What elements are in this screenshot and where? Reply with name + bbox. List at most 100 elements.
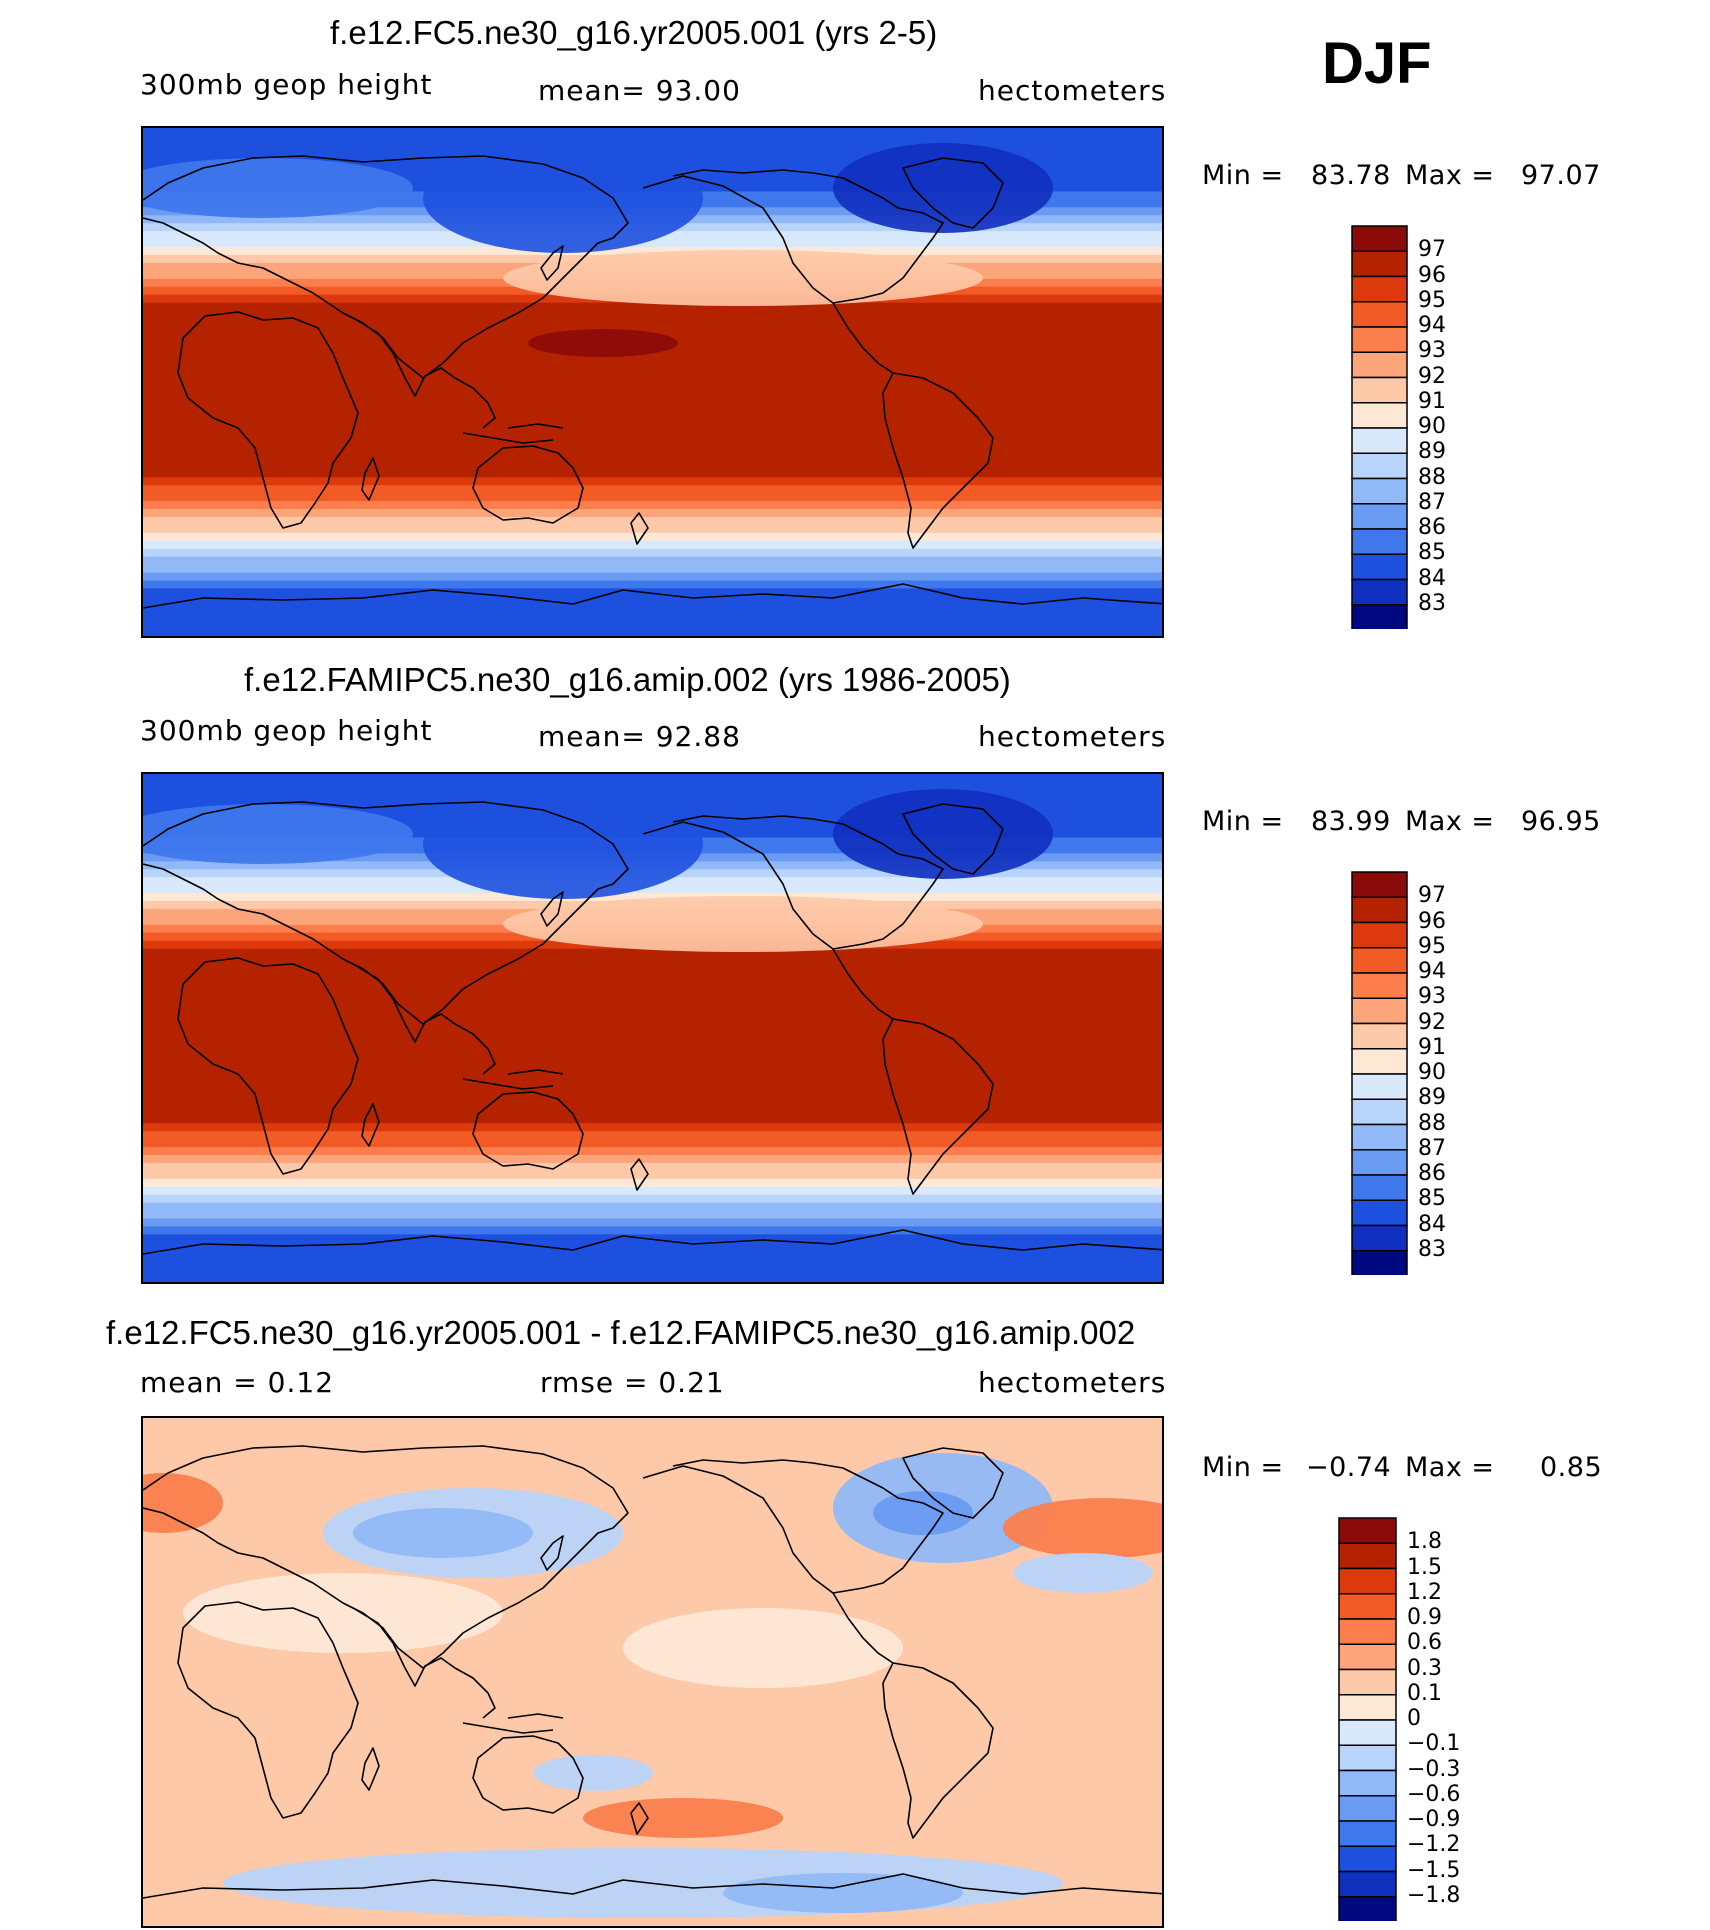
panel-2-title: f.e12.FAMIPC5.ne30_g16.amip.002 (yrs 198… <box>244 661 1011 698</box>
colorbar-tick-label: 85 <box>1418 1186 1446 1212</box>
contour-band <box>143 318 1162 328</box>
panel-3-min-label: Min = <box>1202 1452 1284 1483</box>
contour-band <box>143 540 1162 550</box>
colorbar-box <box>1351 1123 1408 1151</box>
contour-band <box>143 413 1162 423</box>
contour-band <box>143 972 1162 982</box>
colorbar-box <box>1351 326 1408 353</box>
colorbar-box <box>1338 1643 1397 1671</box>
colorbar-box <box>1351 1098 1408 1126</box>
colorbar-tick-label: 0 <box>1407 1706 1421 1731</box>
contour-band <box>143 604 1162 614</box>
panel-1-min-label: Min = <box>1202 160 1284 191</box>
colorbar-box <box>1351 578 1408 606</box>
map-canvas <box>143 1418 1162 1926</box>
colorbar-tick-label: 88 <box>1418 464 1446 490</box>
colorbar-tick-label: 83 <box>1418 1236 1446 1262</box>
season-label: DJF <box>1322 31 1432 96</box>
contour-band <box>143 405 1162 415</box>
contour-feature <box>143 804 413 864</box>
contour-feature <box>143 1473 223 1533</box>
colorbar-box <box>1351 351 1408 379</box>
contour-band <box>143 596 1162 606</box>
coastline <box>832 302 894 374</box>
contour-band <box>143 437 1162 447</box>
contour-band <box>143 948 1162 958</box>
panel-2-map <box>141 772 1164 1284</box>
colorbar-box <box>1338 1668 1397 1696</box>
contour-feature <box>583 1798 783 1838</box>
colorbar-box <box>1338 1845 1397 1873</box>
contour-feature <box>873 1491 973 1535</box>
coastline <box>454 377 496 429</box>
contour-band <box>143 781 1162 791</box>
coastline <box>902 803 1004 875</box>
panel-1-title: f.e12.FC5.ne30_g16.yr2005.001 (yrs 2-5) <box>330 14 938 51</box>
contour-band <box>143 996 1162 1006</box>
colorbar-tick-label: 96 <box>1418 908 1446 934</box>
contour-band <box>143 516 1162 526</box>
colorbar-box <box>1338 1567 1397 1595</box>
colorbar-box <box>1351 477 1408 505</box>
contour-band <box>143 1107 1162 1117</box>
contour-band <box>143 1226 1162 1236</box>
colorbar-tick-label: 0.3 <box>1407 1655 1442 1681</box>
contour-band <box>143 1202 1162 1212</box>
colorbar-tick-label: −0.1 <box>1407 1731 1461 1757</box>
contour-band <box>143 477 1162 487</box>
colorbar-box <box>1351 1199 1408 1227</box>
coastline <box>902 1447 1004 1519</box>
panel-3-min-value: −0.74 <box>1306 1452 1392 1483</box>
colorbar-tick-label: 83 <box>1418 590 1446 616</box>
contour-band <box>143 1131 1162 1141</box>
coastline <box>540 245 564 281</box>
contour-band <box>143 358 1162 368</box>
contour-band <box>143 1020 1162 1029</box>
contour-feature <box>503 896 983 952</box>
contour-field <box>143 128 1162 636</box>
colorbar-tick-label: 97 <box>1418 883 1446 909</box>
colorbar-tick-label: 86 <box>1418 515 1446 540</box>
colorbar-box <box>1351 871 1408 898</box>
colorbar-box <box>1351 301 1408 328</box>
colorbar-box <box>1338 1769 1397 1797</box>
contour-band <box>143 1099 1162 1109</box>
coastline <box>454 1667 496 1719</box>
colorbar-box <box>1351 402 1408 429</box>
contour-band <box>143 461 1162 471</box>
contour-band <box>143 789 1162 799</box>
colorbar-box <box>1351 1149 1408 1176</box>
contour-feature <box>503 250 983 306</box>
colorbar-boxes <box>1351 871 1408 1277</box>
panel-2-max-label: Max = <box>1405 806 1495 837</box>
coastline <box>630 1802 649 1835</box>
coastline <box>177 1601 359 1819</box>
colorbar-tick-label: 97 <box>1418 237 1446 263</box>
colorbar-tick-label: 94 <box>1418 959 1446 984</box>
coastline <box>143 1229 1162 1255</box>
panel-2-variable-label: 300mb geop height <box>140 714 433 747</box>
coastline <box>882 1018 994 1195</box>
panel-1-mean-label: mean= 93.00 <box>538 74 741 107</box>
colorbar-tick-label: 92 <box>1418 1009 1446 1035</box>
colorbar-box <box>1351 921 1408 949</box>
coastline <box>642 815 944 950</box>
colorbar-box <box>1351 896 1408 924</box>
coastlines <box>143 155 1162 609</box>
contour-band <box>143 1067 1162 1077</box>
contour-feature <box>1013 1553 1153 1593</box>
colorbar-box <box>1351 452 1408 480</box>
colorbar-tick-label: 87 <box>1418 489 1446 515</box>
colorbar-box <box>1338 1618 1397 1645</box>
contour-band <box>143 532 1162 542</box>
panel-2-mean-label: mean= 92.88 <box>538 720 741 753</box>
contour-band <box>143 397 1162 407</box>
panel-1-variable-label: 300mb geop height <box>140 68 433 101</box>
colorbar-boxes <box>1338 1517 1397 1923</box>
contour-band <box>143 1170 1162 1180</box>
colorbar-tick-label: 91 <box>1418 388 1446 414</box>
colorbar-box <box>1351 997 1408 1025</box>
contour-band <box>143 628 1162 636</box>
contour-band <box>143 1139 1162 1149</box>
coastline <box>472 1091 584 1170</box>
